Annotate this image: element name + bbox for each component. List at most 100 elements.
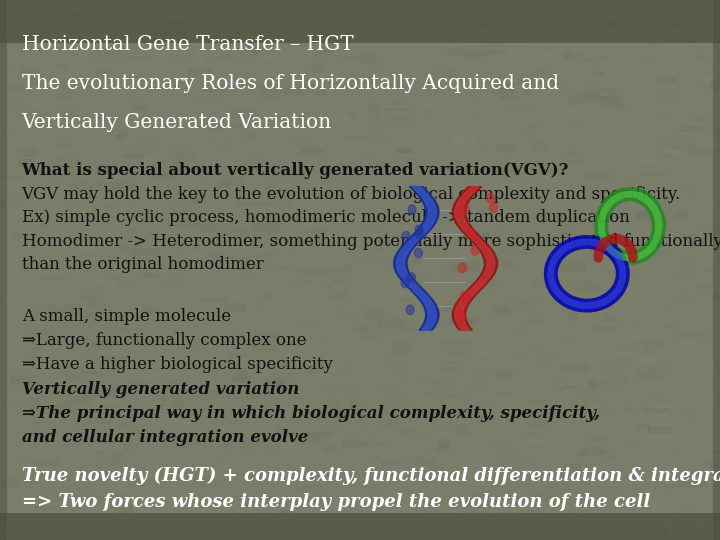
Bar [711, 32, 720, 35]
Bar [1, 126, 13, 135]
Bar [127, 406, 142, 415]
Bar [501, 84, 517, 91]
Bar [656, 75, 676, 85]
Bar [222, 392, 246, 399]
Bar [132, 106, 145, 110]
Bar [99, 279, 117, 285]
Bar [506, 253, 516, 262]
Bar [714, 363, 720, 373]
Bar [160, 7, 186, 16]
Bar [590, 379, 598, 388]
Bar [686, 17, 707, 22]
Bar [643, 254, 667, 257]
Bar [501, 164, 522, 167]
Bar [577, 323, 593, 332]
Bar [652, 436, 669, 443]
Bar [513, 328, 533, 334]
Bar [655, 218, 666, 222]
Bar [131, 533, 149, 540]
Bar [24, 477, 37, 484]
Bar [63, 37, 77, 42]
Bar [648, 490, 677, 496]
Bar [139, 137, 161, 146]
Bar [501, 96, 519, 99]
Bar [635, 21, 644, 30]
Bar [299, 221, 308, 225]
Bar [162, 278, 187, 282]
Bar [341, 317, 364, 321]
Bar [112, 181, 135, 191]
Bar [683, 234, 708, 240]
Bar [130, 98, 146, 106]
Bar [595, 228, 610, 235]
Bar [621, 235, 634, 241]
Bar [280, 442, 299, 450]
Bar [451, 57, 464, 61]
Bar [532, 140, 546, 147]
Bar [258, 307, 286, 310]
Circle shape [401, 278, 409, 288]
Bar [244, 501, 254, 508]
Bar [189, 227, 205, 231]
Bar [422, 413, 444, 418]
Bar [474, 516, 501, 519]
Bar [100, 12, 125, 17]
Bar [105, 431, 124, 435]
Bar [421, 111, 432, 115]
Bar [120, 19, 128, 23]
Bar [505, 294, 526, 303]
Bar [99, 471, 112, 475]
Bar [105, 51, 122, 55]
Bar [174, 252, 182, 258]
Bar [5, 83, 24, 91]
Bar [196, 223, 220, 231]
Bar [43, 275, 66, 280]
Bar [111, 463, 120, 472]
Bar [336, 41, 346, 48]
Bar [677, 333, 700, 339]
Bar [261, 243, 275, 246]
Bar [442, 131, 465, 138]
Bar [682, 34, 711, 38]
Bar [63, 198, 78, 205]
Bar [445, 361, 467, 365]
Bar [147, 411, 170, 418]
Bar [330, 292, 348, 300]
Bar [383, 169, 393, 173]
Bar [531, 147, 549, 152]
Bar [472, 62, 490, 70]
Bar [567, 214, 582, 224]
Bar [254, 184, 276, 194]
Bar [226, 227, 251, 236]
Bar [485, 515, 508, 522]
Bar [446, 394, 472, 397]
Bar [507, 182, 534, 190]
Bar [449, 336, 459, 345]
Bar [204, 56, 230, 60]
Bar [459, 101, 477, 106]
Bar [21, 414, 42, 421]
Bar [32, 86, 58, 92]
Bar [613, 198, 621, 205]
Bar [698, 203, 719, 211]
Bar [469, 510, 493, 520]
Bar [467, 504, 495, 508]
Bar [14, 233, 27, 238]
Bar [694, 285, 714, 289]
Bar [644, 430, 670, 438]
Bar [167, 17, 177, 23]
Bar [112, 36, 140, 43]
Bar [288, 232, 315, 236]
Bar [94, 462, 114, 465]
Bar [226, 35, 245, 39]
Bar [364, 526, 387, 534]
Bar [10, 69, 20, 75]
Bar [398, 428, 414, 435]
Bar [436, 212, 449, 215]
Bar [238, 372, 248, 382]
Bar [603, 314, 617, 322]
Bar [496, 454, 518, 458]
Circle shape [408, 205, 416, 214]
Bar [450, 497, 461, 503]
Bar [174, 422, 199, 428]
